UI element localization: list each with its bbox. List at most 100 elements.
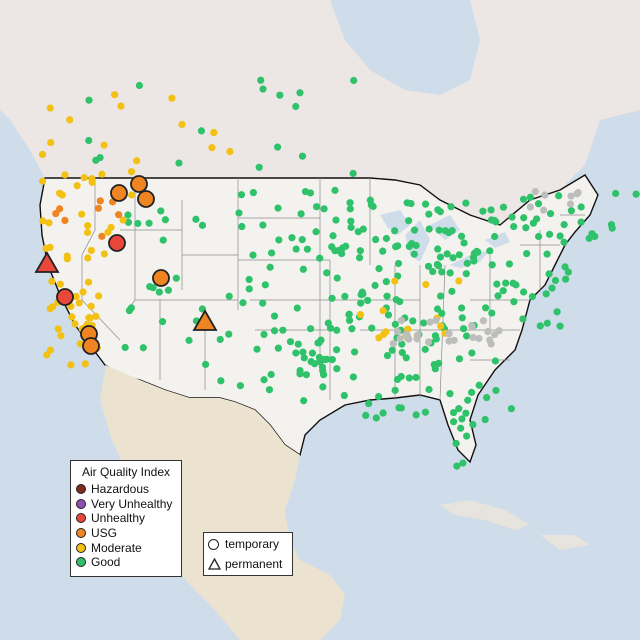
site-marker xyxy=(71,320,79,328)
permanent-site-marker xyxy=(34,251,60,273)
site-marker xyxy=(425,385,433,394)
hudson-bay xyxy=(330,0,480,95)
site-marker xyxy=(468,349,476,357)
site-marker xyxy=(543,319,551,327)
site-marker xyxy=(431,332,440,340)
site-marker xyxy=(529,219,538,227)
site-marker xyxy=(332,216,340,224)
site-marker xyxy=(274,204,282,212)
legend-label: permanent xyxy=(225,557,283,571)
site-marker xyxy=(455,277,463,285)
site-marker xyxy=(302,371,310,379)
site-marker xyxy=(274,344,282,352)
site-marker xyxy=(349,373,357,381)
site-marker xyxy=(303,245,312,253)
legend-label: Good xyxy=(91,555,121,570)
site-marker xyxy=(185,336,193,344)
site-marker xyxy=(146,282,154,291)
site-marker xyxy=(426,318,434,326)
temporary-site-marker xyxy=(137,190,155,208)
site-marker xyxy=(435,226,443,234)
site-marker xyxy=(453,462,461,470)
site-marker xyxy=(347,217,355,225)
site-marker xyxy=(57,332,65,340)
site-marker xyxy=(505,260,514,268)
site-marker xyxy=(300,397,308,405)
temporary-site-marker xyxy=(82,337,100,355)
site-marker xyxy=(425,225,433,233)
site-marker xyxy=(94,204,102,212)
site-marker xyxy=(398,349,406,357)
site-marker xyxy=(410,226,419,234)
site-marker xyxy=(145,219,153,227)
site-marker xyxy=(236,382,244,390)
cuba-land xyxy=(440,500,530,530)
site-marker xyxy=(274,143,282,151)
site-marker xyxy=(473,247,481,256)
site-marker xyxy=(357,299,365,307)
site-marker xyxy=(420,319,428,327)
site-marker xyxy=(298,236,306,244)
site-marker xyxy=(245,275,253,284)
site-marker xyxy=(73,182,81,190)
site-marker xyxy=(460,239,468,247)
site-marker xyxy=(382,278,390,286)
temporary-site-marker xyxy=(56,288,74,306)
site-marker xyxy=(394,259,403,268)
legend-item-hazardous: Hazardous xyxy=(71,482,181,497)
site-marker xyxy=(463,432,471,440)
monitoring-sites xyxy=(38,76,640,470)
site-marker xyxy=(276,91,284,99)
site-marker xyxy=(84,278,93,286)
site-marker xyxy=(96,153,104,162)
site-marker xyxy=(389,339,397,348)
site-marker xyxy=(366,196,374,204)
site-marker xyxy=(457,232,466,240)
site-marker xyxy=(488,309,496,317)
site-marker xyxy=(612,189,620,198)
hazardous-swatch xyxy=(76,484,86,495)
site-marker xyxy=(46,104,54,112)
site-marker xyxy=(555,192,563,200)
site-marker xyxy=(449,418,458,426)
site-marker xyxy=(424,338,433,346)
permanent-site-marker xyxy=(192,309,218,331)
site-marker xyxy=(468,321,476,330)
site-marker xyxy=(266,263,274,271)
site-marker xyxy=(410,250,418,258)
site-marker xyxy=(469,420,477,429)
site-marker xyxy=(488,261,496,269)
site-marker xyxy=(379,306,387,315)
site-marker xyxy=(87,302,95,310)
site-marker xyxy=(100,250,108,258)
site-marker xyxy=(567,207,575,215)
site-marker xyxy=(481,415,489,424)
site-marker xyxy=(397,404,405,412)
site-marker xyxy=(255,163,263,171)
site-marker xyxy=(331,186,339,194)
site-marker xyxy=(362,411,370,419)
site-marker xyxy=(486,336,494,344)
site-marker xyxy=(155,288,163,296)
site-marker xyxy=(436,292,445,300)
site-marker xyxy=(520,214,528,222)
site-marker xyxy=(54,325,62,333)
site-marker xyxy=(398,340,406,348)
site-marker xyxy=(43,351,51,359)
site-marker xyxy=(519,315,527,323)
site-marker xyxy=(462,199,470,207)
site-marker xyxy=(134,219,142,228)
site-marker xyxy=(110,91,119,99)
legend-label: temporary xyxy=(225,537,280,551)
aqi-legend: Air Quality Index Hazardous Very Unhealt… xyxy=(70,460,182,577)
site-marker xyxy=(340,391,348,400)
site-marker xyxy=(48,277,56,285)
site-marker xyxy=(104,228,112,236)
legend-item-usg: USG xyxy=(71,526,181,541)
site-marker xyxy=(388,346,396,354)
site-marker xyxy=(424,262,433,270)
site-marker xyxy=(45,219,53,227)
site-marker xyxy=(462,270,470,278)
site-marker xyxy=(197,127,206,135)
site-marker xyxy=(66,116,74,124)
